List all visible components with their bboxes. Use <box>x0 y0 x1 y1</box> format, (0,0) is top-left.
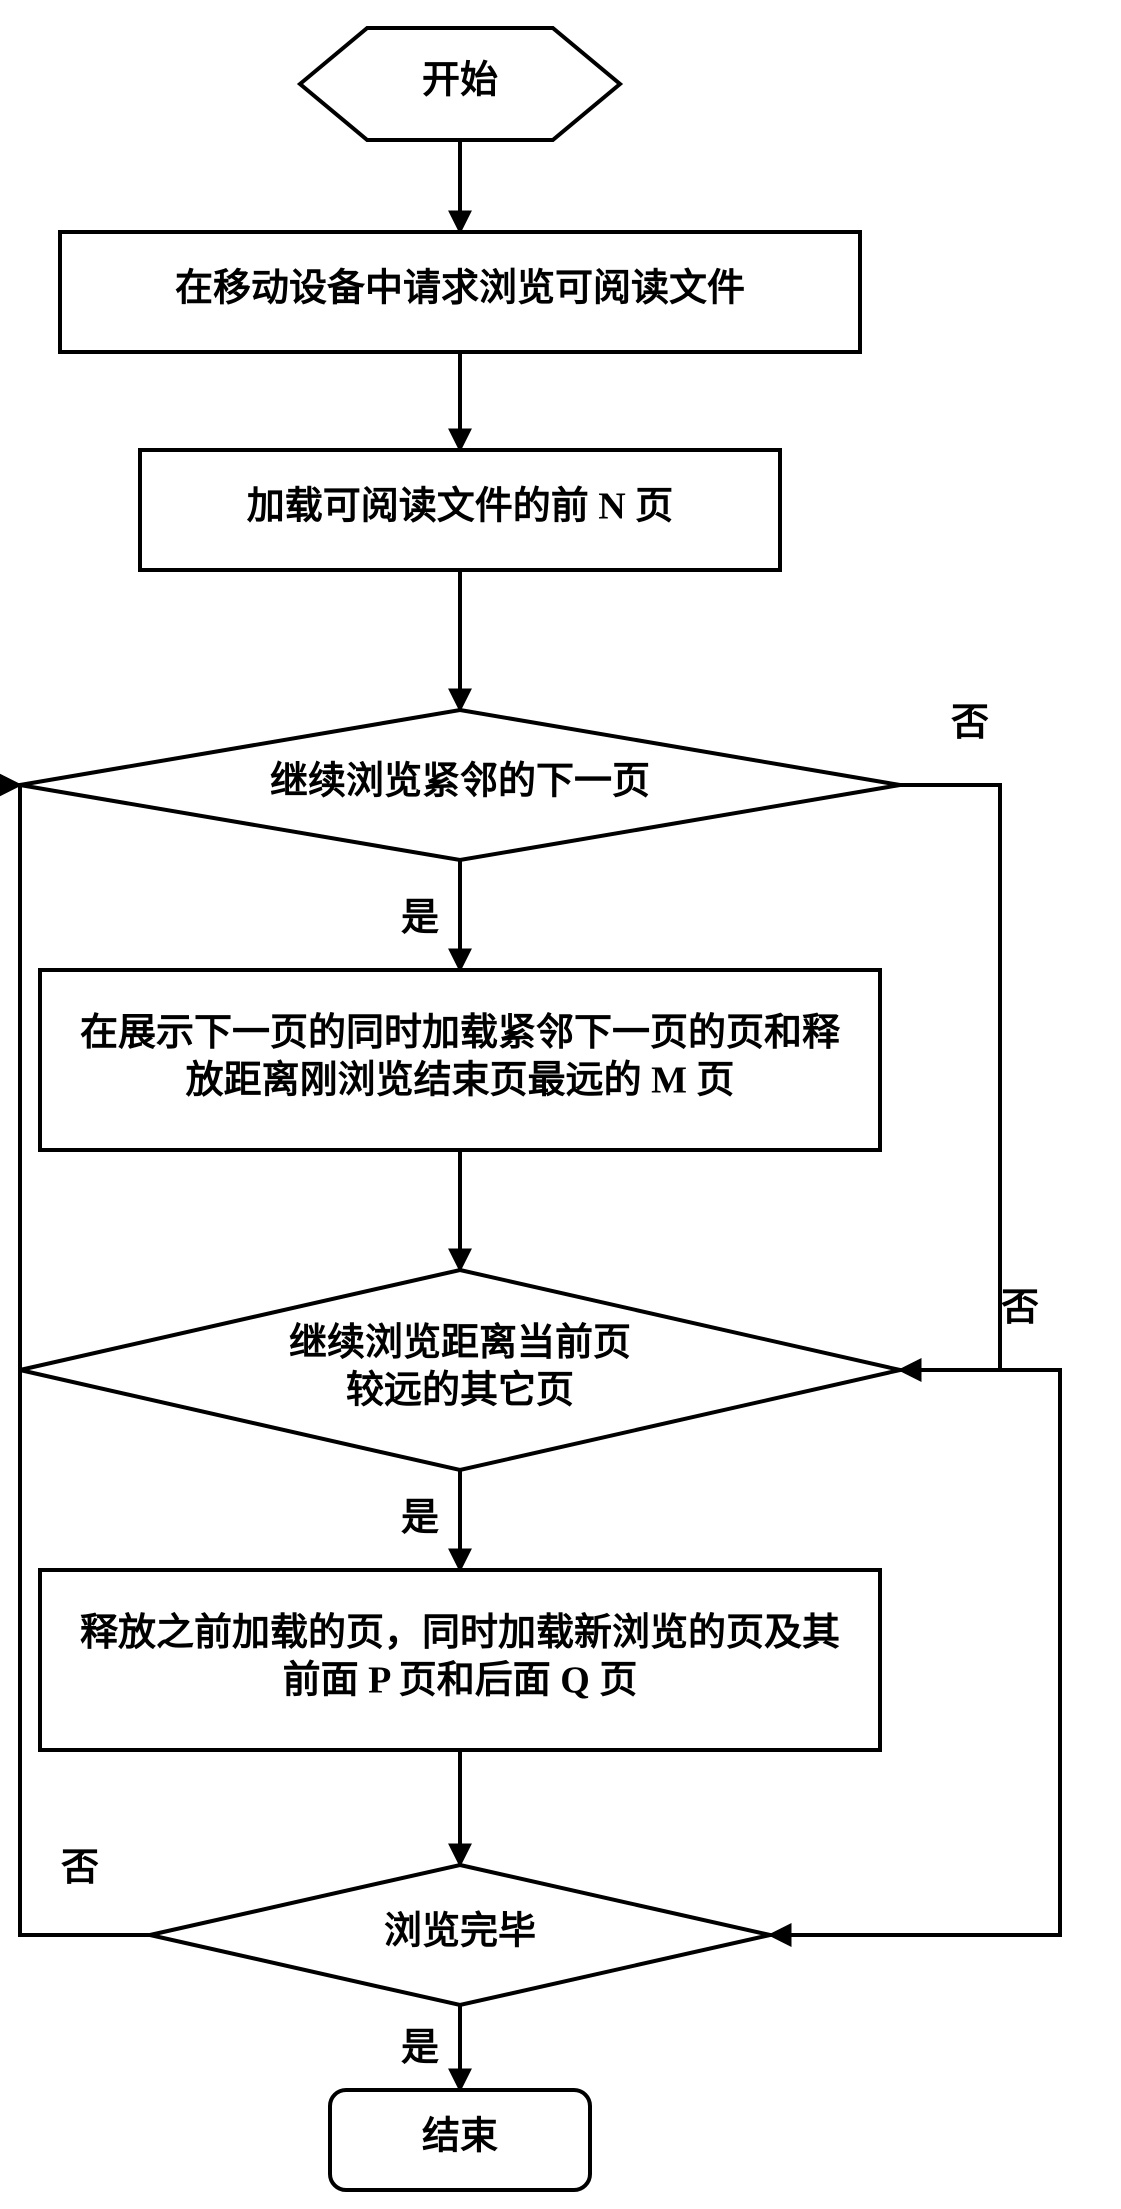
svg-text:继续浏览距离当前页: 继续浏览距离当前页 <box>289 1322 631 1364</box>
svg-text:前面 P 页和后面 Q 页: 前面 P 页和后面 Q 页 <box>283 1659 638 1701</box>
svg-text:是: 是 <box>401 897 439 939</box>
svg-text:释放之前加载的页，同时加载新浏览的页及其: 释放之前加载的页，同时加载新浏览的页及其 <box>80 1612 840 1654</box>
svg-text:否: 否 <box>61 1847 99 1889</box>
svg-text:浏览完毕: 浏览完毕 <box>384 1910 536 1953</box>
svg-text:加载可阅读文件的前 N 页: 加载可阅读文件的前 N 页 <box>247 486 673 528</box>
svg-text:放距离刚浏览结束页最远的 M 页: 放距离刚浏览结束页最远的 M 页 <box>186 1059 735 1101</box>
svg-text:较远的其它页: 较远的其它页 <box>346 1369 574 1411</box>
svg-text:开始: 开始 <box>422 60 498 102</box>
svg-text:否: 否 <box>951 702 989 744</box>
svg-text:在移动设备中请求浏览可阅读文件: 在移动设备中请求浏览可阅读文件 <box>175 268 745 310</box>
svg-text:在展示下一页的同时加载紧邻下一页的页和释: 在展示下一页的同时加载紧邻下一页的页和释 <box>80 1012 841 1054</box>
flowchart-canvas: 是是是否否否开始在移动设备中请求浏览可阅读文件加载可阅读文件的前 N 页继续浏览… <box>0 0 1121 2209</box>
svg-text:继续浏览紧邻的下一页: 继续浏览紧邻的下一页 <box>270 761 650 803</box>
svg-text:是: 是 <box>401 2027 439 2069</box>
svg-text:否: 否 <box>1001 1287 1039 1329</box>
svg-text:是: 是 <box>401 1497 439 1539</box>
svg-text:结束: 结束 <box>422 2116 498 2158</box>
